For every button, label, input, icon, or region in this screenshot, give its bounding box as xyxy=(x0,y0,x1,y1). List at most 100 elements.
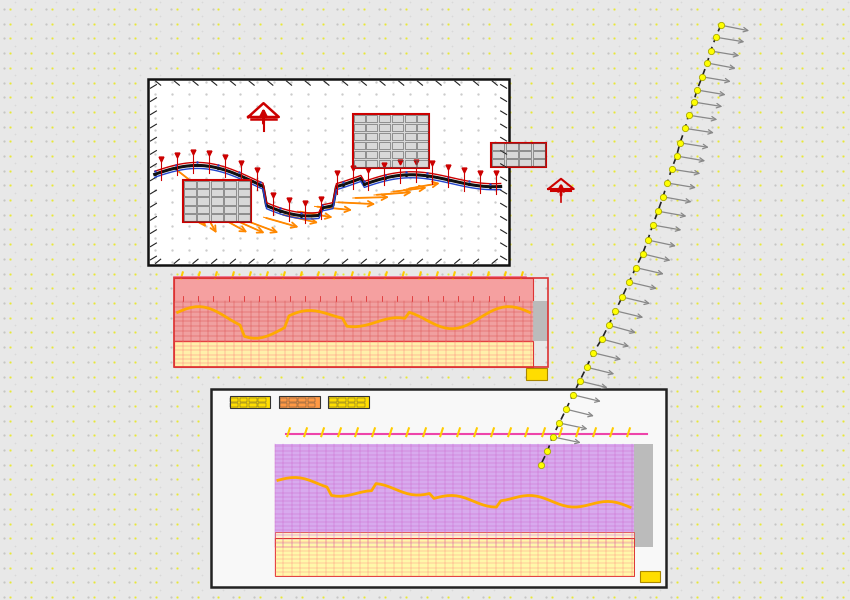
Bar xyxy=(379,115,390,122)
Bar xyxy=(405,115,416,122)
Bar xyxy=(174,301,533,341)
Bar xyxy=(211,206,223,213)
Bar xyxy=(492,143,504,150)
Bar xyxy=(417,133,428,140)
Bar xyxy=(353,114,429,168)
Bar xyxy=(491,143,546,167)
Bar xyxy=(184,197,196,205)
Bar xyxy=(308,403,315,407)
Bar xyxy=(366,115,377,122)
Bar xyxy=(405,133,416,140)
Bar xyxy=(366,124,377,131)
Bar xyxy=(417,124,428,131)
Bar xyxy=(197,214,209,221)
Bar xyxy=(240,403,247,407)
Bar xyxy=(392,115,403,122)
Bar xyxy=(275,444,634,547)
Bar xyxy=(211,189,223,196)
Bar xyxy=(249,403,257,407)
Bar xyxy=(506,151,518,158)
Bar xyxy=(348,403,355,407)
Bar xyxy=(354,151,365,158)
Bar xyxy=(275,538,634,576)
Bar xyxy=(211,197,223,205)
Bar xyxy=(357,398,365,402)
Bar xyxy=(240,398,247,402)
Bar xyxy=(634,444,653,547)
Bar xyxy=(224,197,236,205)
Bar xyxy=(379,142,390,149)
Bar xyxy=(230,403,238,407)
Bar xyxy=(238,189,250,196)
Bar xyxy=(533,301,548,341)
Bar xyxy=(354,142,365,149)
Bar xyxy=(417,142,428,149)
Bar xyxy=(519,143,531,150)
Bar xyxy=(308,398,315,402)
Bar xyxy=(258,398,266,402)
Bar xyxy=(224,181,236,188)
Bar xyxy=(392,124,403,131)
Bar xyxy=(224,189,236,196)
Bar xyxy=(640,571,660,582)
Bar xyxy=(417,115,428,122)
Bar xyxy=(366,160,377,167)
Bar xyxy=(329,398,337,402)
Bar xyxy=(258,403,266,407)
Bar xyxy=(392,133,403,140)
Bar xyxy=(354,133,365,140)
Bar xyxy=(379,133,390,140)
Bar xyxy=(417,151,428,158)
Bar xyxy=(329,403,337,407)
Bar xyxy=(238,197,250,205)
Bar xyxy=(174,341,533,367)
Bar xyxy=(238,206,250,213)
Bar xyxy=(392,160,403,167)
Bar xyxy=(184,189,196,196)
Bar xyxy=(338,403,346,407)
Bar xyxy=(366,151,377,158)
Bar xyxy=(298,398,306,402)
Bar xyxy=(366,133,377,140)
Bar xyxy=(519,160,531,166)
Bar xyxy=(366,142,377,149)
Bar xyxy=(197,189,209,196)
Bar xyxy=(392,151,403,158)
Bar xyxy=(211,389,666,587)
Bar xyxy=(230,396,270,408)
Bar xyxy=(492,160,504,166)
Bar xyxy=(354,115,365,122)
Bar xyxy=(405,124,416,131)
Bar xyxy=(392,142,403,149)
Bar xyxy=(230,398,238,402)
Bar xyxy=(183,180,251,222)
Bar xyxy=(379,160,390,167)
Bar xyxy=(184,181,196,188)
Bar xyxy=(348,398,355,402)
Bar xyxy=(211,181,223,188)
Bar xyxy=(328,396,369,408)
Bar xyxy=(492,151,504,158)
Bar xyxy=(275,538,634,576)
Bar xyxy=(211,214,223,221)
Bar xyxy=(379,124,390,131)
Bar xyxy=(354,124,365,131)
Bar xyxy=(526,368,547,380)
Bar xyxy=(338,398,346,402)
Bar xyxy=(224,206,236,213)
Bar xyxy=(405,151,416,158)
Bar xyxy=(148,79,509,265)
Bar xyxy=(197,181,209,188)
Bar xyxy=(238,214,250,221)
Bar xyxy=(238,181,250,188)
Bar xyxy=(289,398,297,402)
Bar xyxy=(379,151,390,158)
Bar xyxy=(533,151,545,158)
Bar xyxy=(249,398,257,402)
Bar xyxy=(174,278,548,367)
Bar xyxy=(506,143,518,150)
Bar xyxy=(279,396,320,408)
Bar xyxy=(280,398,287,402)
Bar xyxy=(405,160,416,167)
Bar xyxy=(533,160,545,166)
